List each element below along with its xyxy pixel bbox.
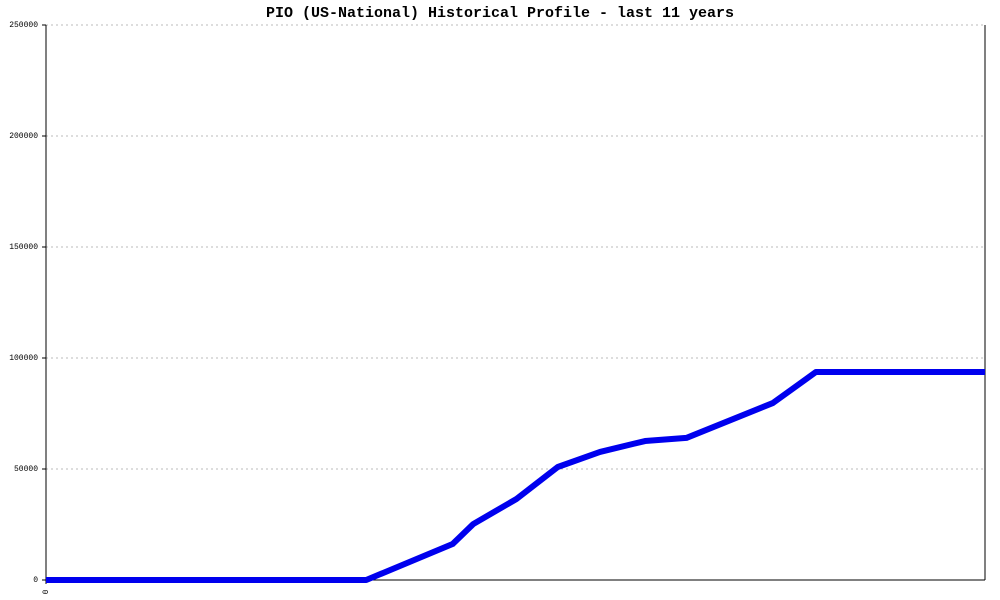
x-tick-label: 0 <box>42 589 51 594</box>
y-tick-label: 200000 <box>9 132 38 141</box>
y-tick-label: 150000 <box>9 243 38 252</box>
chart-title: PIO (US-National) Historical Profile - l… <box>266 5 734 22</box>
y-tick-label: 100000 <box>9 354 38 363</box>
y-tick-label: 50000 <box>14 465 38 474</box>
line <box>46 368 985 583</box>
y-tick-label: 250000 <box>9 21 38 30</box>
y-tick-label: 0 <box>33 576 38 585</box>
